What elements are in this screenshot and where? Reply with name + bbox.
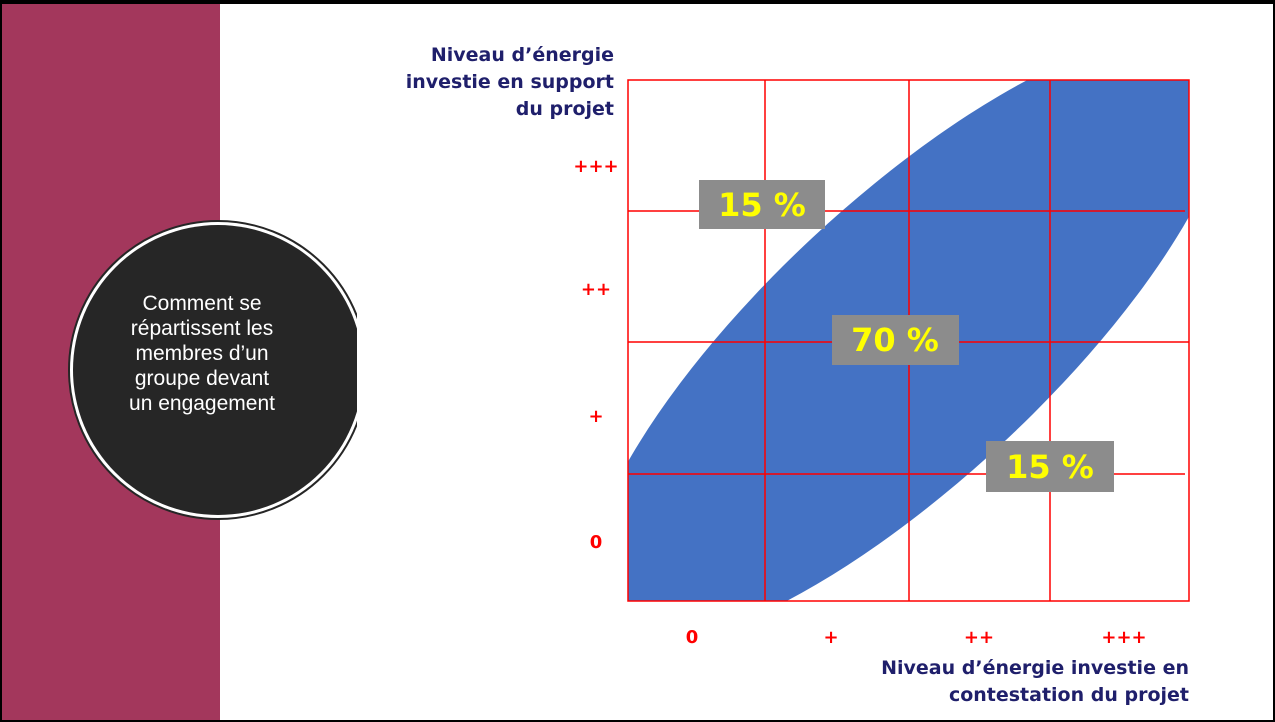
caption-line: répartissent les bbox=[130, 317, 274, 340]
y-axis-title-line: investie en support bbox=[406, 71, 614, 93]
x-axis-title-line: contestation du projet bbox=[949, 684, 1189, 706]
x-tick: +++ bbox=[1101, 627, 1146, 648]
y-axis-title-line: du projet bbox=[516, 98, 614, 120]
distribution-diagram: 15 % 70 % 15 % Niveau d’énergie investie… bbox=[406, 44, 1190, 706]
y-axis-ticks: +++ ++ + 0 bbox=[573, 156, 618, 553]
caption-text: Comment se répartissent les membres d’un… bbox=[102, 291, 302, 416]
label-upper: 15 % bbox=[718, 186, 806, 224]
caption-line: groupe devant bbox=[134, 367, 270, 390]
caption-line: Comment se bbox=[142, 292, 262, 315]
x-axis-title: Niveau d’énergie investie en contestatio… bbox=[881, 657, 1189, 706]
caption-line: un engagement bbox=[129, 392, 275, 415]
y-tick: +++ bbox=[573, 156, 618, 177]
caption-line: membres d’un bbox=[135, 342, 269, 365]
x-tick: 0 bbox=[686, 627, 699, 648]
y-tick: + bbox=[588, 406, 603, 427]
circle-clip bbox=[357, 204, 377, 524]
label-box-upper bbox=[699, 180, 825, 229]
x-axis-title-line: Niveau d’énergie investie en bbox=[881, 657, 1189, 679]
label-middle: 70 % bbox=[851, 321, 939, 359]
caption-circle bbox=[73, 225, 363, 515]
label-box-middle bbox=[832, 315, 959, 365]
label-box-lower bbox=[986, 441, 1114, 492]
x-tick: ++ bbox=[964, 627, 994, 648]
percentage-labels: 15 % 70 % 15 % bbox=[699, 180, 1114, 492]
y-tick: 0 bbox=[590, 532, 603, 553]
y-axis-title: Niveau d’énergie investie en support du … bbox=[406, 44, 614, 120]
x-axis-ticks: 0 + ++ +++ bbox=[686, 627, 1147, 648]
y-tick: ++ bbox=[581, 279, 611, 300]
y-axis-title-line: Niveau d’énergie bbox=[431, 44, 614, 66]
x-tick: + bbox=[823, 627, 838, 648]
label-lower: 15 % bbox=[1006, 448, 1094, 486]
